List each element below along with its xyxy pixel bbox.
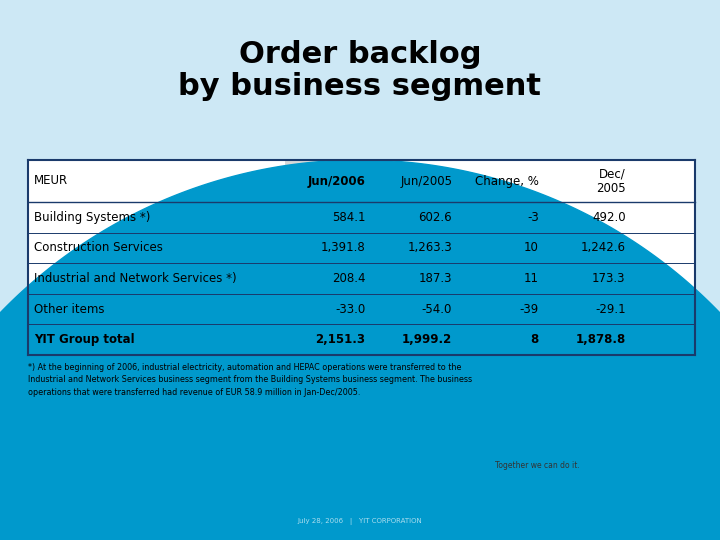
Text: *) At the beginning of 2006, industrial electricity, automation and HEPAC operat: *) At the beginning of 2006, industrial … (28, 363, 472, 397)
Text: 2,151.3: 2,151.3 (315, 333, 366, 346)
Text: 602.6: 602.6 (418, 211, 452, 224)
Text: Other items: Other items (34, 302, 104, 315)
Text: 8: 8 (531, 333, 539, 346)
Text: -39: -39 (520, 302, 539, 315)
Text: Dec/
2005: Dec/ 2005 (596, 167, 626, 194)
Text: -3: -3 (527, 211, 539, 224)
Text: 492.0: 492.0 (592, 211, 626, 224)
Text: Jun/2005: Jun/2005 (400, 174, 452, 187)
Text: Industrial and Network Services *): Industrial and Network Services *) (34, 272, 237, 285)
Text: Jun/2006: Jun/2006 (307, 174, 366, 187)
Text: 187.3: 187.3 (419, 272, 452, 285)
Text: Change, %: Change, % (475, 174, 539, 187)
Bar (285, 160, 372, 355)
Text: Building Systems *): Building Systems *) (34, 211, 150, 224)
Text: Order backlog
by business segment: Order backlog by business segment (179, 40, 541, 102)
Text: 1,391.8: 1,391.8 (320, 241, 366, 254)
Text: 11: 11 (524, 272, 539, 285)
Text: 173.3: 173.3 (592, 272, 626, 285)
Text: 584.1: 584.1 (332, 211, 366, 224)
Text: YIT: YIT (626, 446, 695, 484)
Text: 1,242.6: 1,242.6 (580, 241, 626, 254)
Bar (28, 160, 695, 355)
Text: 10: 10 (524, 241, 539, 254)
Text: -54.0: -54.0 (422, 302, 452, 315)
Text: 208.4: 208.4 (332, 272, 366, 285)
Text: 1,999.2: 1,999.2 (402, 333, 452, 346)
Text: YIT Group total: YIT Group total (34, 333, 135, 346)
Text: July 28, 2006   |   YIT CORPORATION: July 28, 2006 | YIT CORPORATION (297, 518, 423, 525)
Text: 1,878.8: 1,878.8 (575, 333, 626, 346)
Text: 1,263.3: 1,263.3 (408, 241, 452, 254)
Text: -29.1: -29.1 (595, 302, 626, 315)
Text: Together we can do it.: Together we can do it. (495, 461, 580, 469)
Text: MEUR: MEUR (34, 174, 68, 187)
Text: -33.0: -33.0 (336, 302, 366, 315)
Text: Construction Services: Construction Services (34, 241, 163, 254)
